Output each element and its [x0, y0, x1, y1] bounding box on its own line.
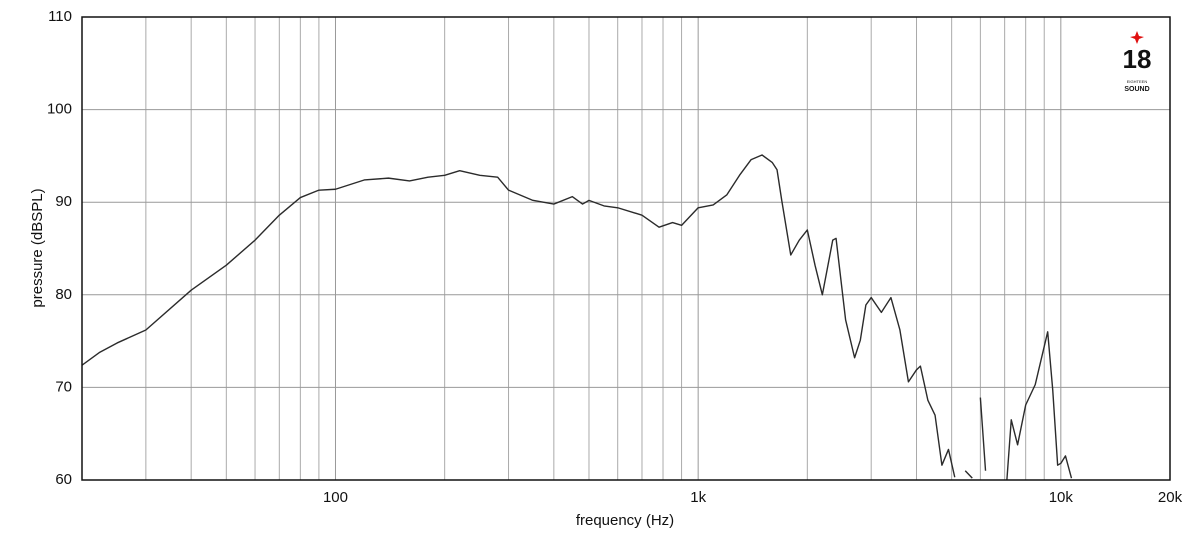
response-line: [82, 154, 1073, 480]
x-tick-label: 1k: [690, 489, 706, 506]
logo-word: SOUND: [1124, 86, 1149, 93]
plot-area: [82, 154, 1073, 480]
x-tick-label: 20k: [1158, 489, 1183, 506]
x-tick-label: 10k: [1049, 489, 1074, 506]
logo-number: 18: [1123, 44, 1152, 74]
y-tick-label: 70: [55, 378, 72, 395]
y-tick-label: 100: [47, 101, 72, 118]
y-tick-label: 110: [48, 8, 72, 25]
y-tick-label: 80: [55, 286, 72, 303]
y-tick-label: 60: [55, 471, 72, 488]
y-tick-label: 90: [55, 193, 72, 210]
plot-frame: [81, 16, 1171, 481]
x-axis-title: frequency (Hz): [576, 512, 674, 529]
logo: 18 EIGHTEEN SOUND: [1123, 31, 1152, 93]
x-tick-label: 100: [323, 489, 348, 506]
grid: [82, 16, 1171, 481]
y-axis-title: pressure (dBSPL): [29, 188, 46, 307]
logo-small: EIGHTEEN: [1127, 79, 1148, 84]
logo-star: [1130, 31, 1144, 44]
